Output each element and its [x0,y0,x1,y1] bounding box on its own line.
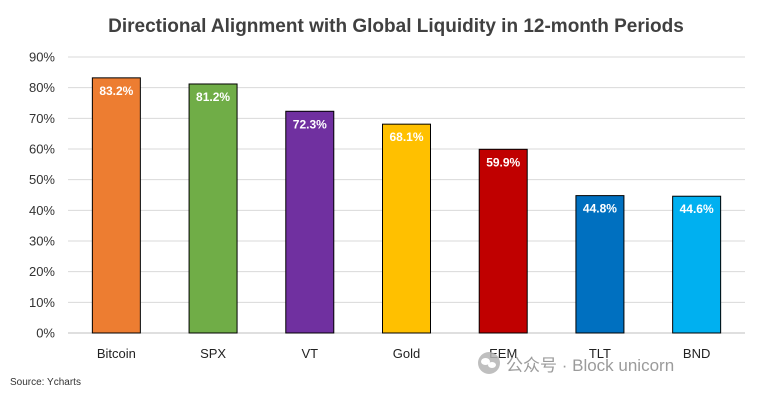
y-tick-label: 70% [29,111,55,126]
y-tick-label: 90% [29,50,55,65]
y-tick-label: 50% [29,172,55,187]
source-note: Source: Ycharts [10,377,81,388]
category-label-vt: VT [301,346,318,361]
y-tick-label: 80% [29,80,55,95]
category-label-bnd: BND [683,346,710,361]
y-tick-label: 30% [29,234,55,249]
data-label-bitcoin: 83.2% [99,84,133,98]
data-label-bnd: 44.6% [680,202,714,216]
bars [91,77,722,334]
bar-tlt [575,195,625,334]
y-tick-label: 20% [29,264,55,279]
y-tick-label: 10% [29,295,55,310]
category-label-spx: SPX [200,346,226,361]
y-tick-label: 0% [36,326,55,341]
y-tick-label: 40% [29,203,55,218]
y-axis-ticks: 0% 10% 20% 30% 40% 50% 60% 70% 80% 90% [29,50,55,341]
watermark-text: 公众号 · Block unicorn [506,355,675,375]
data-label-eem: 59.9% [486,155,520,169]
chart-title: Directional Alignment with Global Liquid… [108,16,684,37]
bar-bitcoin [91,77,141,334]
data-labels: 83.2% 81.2% 72.3% 68.1% 59.9% 44.8% 44.6% [99,84,714,216]
y-tick-label: 60% [29,142,55,157]
category-label-gold: Gold [393,346,420,361]
bar-vt [285,110,335,334]
bar-bnd [672,195,722,334]
category-label-tlt: TLT [589,346,611,361]
bar-eem [478,148,528,334]
wechat-icon [478,352,500,374]
data-label-gold: 68.1% [389,130,423,144]
data-label-tlt: 44.8% [583,202,617,216]
category-label-bitcoin: Bitcoin [97,346,136,361]
bar-gold [382,123,431,334]
data-label-vt: 72.3% [293,117,327,131]
watermark: 公众号 · Block unicorn [478,351,674,375]
bar-spx [188,83,238,334]
data-label-spx: 81.2% [196,90,230,104]
